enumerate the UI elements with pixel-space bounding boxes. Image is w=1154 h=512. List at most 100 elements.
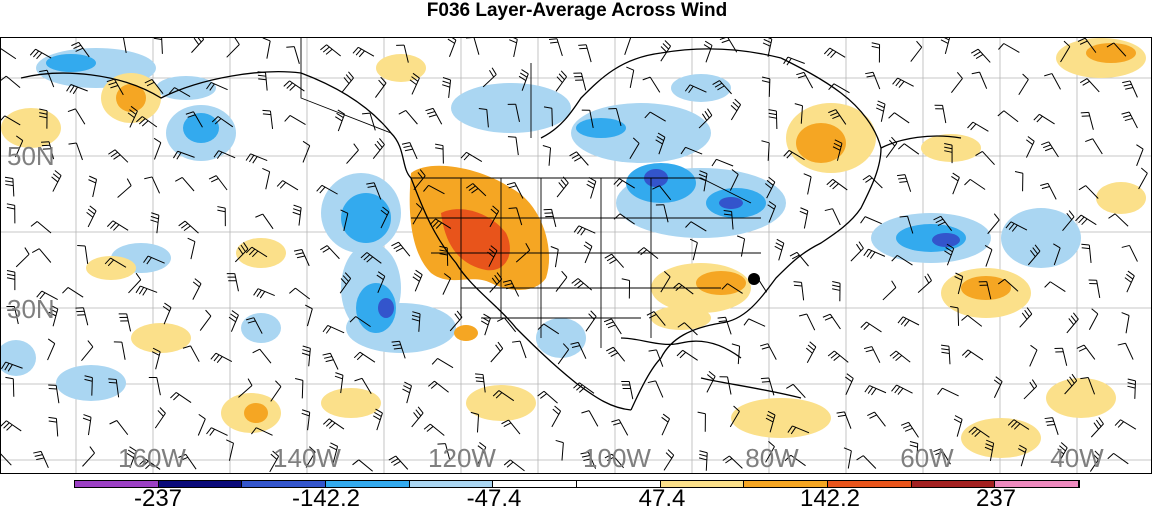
- wind-barb: [1097, 280, 1100, 298]
- wind-barb-flag: [302, 350, 310, 352]
- wind-barb-flag: [522, 70, 529, 74]
- wind-barb-flag: [83, 418, 91, 421]
- wind-barb-flag: [427, 426, 433, 431]
- wind-barb-flag: [810, 342, 816, 347]
- wind-barb-flag: [572, 155, 579, 159]
- wind-barb: [1139, 173, 1148, 189]
- wind-barb-flag: [323, 419, 329, 425]
- wind-barb-flag: [294, 205, 302, 208]
- wind-barb-flag: [356, 49, 361, 55]
- wind-barb-flag: [731, 105, 737, 110]
- colorbar-label: -47.4: [467, 487, 522, 511]
- wind-barb-flag: [699, 454, 707, 456]
- wind-barb-flag: [280, 182, 285, 188]
- wind-barb: [142, 116, 157, 127]
- wind-barb-flag: [838, 415, 846, 416]
- wind-barb-flag: [998, 111, 1004, 116]
- wind-barb: [48, 344, 55, 360]
- wind-barb-flag: [217, 210, 225, 212]
- wind-barb: [866, 322, 881, 332]
- wind-barb: [728, 377, 732, 395]
- wind-barb-flag: [1027, 308, 1032, 314]
- wind-barb-flag: [872, 43, 880, 45]
- wind-barb-flag: [144, 177, 152, 179]
- wind-barb-flag: [151, 213, 159, 215]
- wind-barb-flag: [373, 416, 380, 420]
- station-marker-icon: [748, 273, 760, 285]
- wind-barb-flag: [492, 68, 496, 75]
- wind-barb: [897, 385, 913, 393]
- wind-barb-flag: [865, 178, 872, 182]
- wind-barb: [359, 460, 373, 471]
- wind-barb-flag: [52, 177, 58, 182]
- wind-barb-flag: [831, 52, 836, 58]
- wind-barb-flag: [1122, 313, 1129, 316]
- wind-barb-flag: [84, 415, 92, 418]
- wind-barb-flag: [232, 311, 239, 316]
- wind-barb-flag: [508, 137, 516, 138]
- wind-barb-flag: [5, 377, 13, 378]
- wind-barb-flag: [113, 225, 119, 231]
- wind-barb-flag: [4, 423, 10, 429]
- wind-barb-flag: [609, 350, 616, 354]
- wind-barb: [970, 179, 985, 189]
- wind-barb-flag: [195, 279, 201, 284]
- wind-barb-flag: [705, 111, 709, 118]
- wind-barb-flag: [889, 113, 895, 119]
- wind-barb: [1004, 43, 1020, 52]
- wind-barb: [1050, 282, 1065, 292]
- wind-barb-flag: [1125, 278, 1131, 283]
- wind-barb-flag: [1026, 140, 1032, 145]
- wind-barb-flag: [962, 350, 968, 356]
- wind-barb-flag: [898, 144, 904, 149]
- wind-barb-flag: [1128, 271, 1134, 276]
- wind-barb-flag: [402, 143, 410, 145]
- wind-barb-flag: [170, 392, 176, 398]
- wind-barb-flag: [804, 174, 811, 177]
- wind-barb: [1089, 112, 1094, 129]
- wind-barb-flag: [303, 346, 311, 348]
- wind-barb-flag: [1080, 79, 1087, 83]
- wind-barb-flag: [1043, 145, 1050, 148]
- wind-barb-flag: [455, 314, 460, 320]
- wind-barb-flag: [427, 112, 435, 114]
- wind-barb: [117, 420, 128, 434]
- wind-barb-flag: [108, 150, 115, 154]
- wind-barb-flag: [297, 256, 305, 258]
- wind-barb: [1024, 386, 1037, 399]
- wind-barb-flag: [718, 317, 726, 318]
- wind-barb-flag: [317, 185, 322, 191]
- wind-barb-flag: [588, 181, 595, 185]
- wind-barb-flag: [957, 72, 962, 78]
- wind-barb-flag: [872, 46, 880, 48]
- wind-barb-flag: [151, 216, 159, 218]
- wind-barb-flag: [941, 352, 949, 353]
- wind-barb-flag: [941, 349, 949, 350]
- wind-barb-flag: [962, 315, 968, 320]
- wind-barb-flag: [720, 38, 728, 40]
- wind-barb: [557, 183, 568, 197]
- wind-barb-flag: [375, 144, 380, 150]
- wind-barb-flag: [108, 379, 116, 380]
- wind-barb-flag: [540, 394, 546, 399]
- wind-barb: [973, 122, 988, 131]
- wind-barb-flag: [572, 278, 578, 283]
- wind-barb-flag: [1126, 274, 1132, 279]
- wind-barb: [443, 278, 451, 294]
- wind-barb-flag: [1046, 421, 1054, 422]
- wind-barb-flag: [1023, 74, 1029, 80]
- colorbar-label: -142.2: [292, 487, 360, 511]
- wind-barb: [200, 316, 211, 330]
- wind-barb: [128, 280, 140, 293]
- wind-barb: [544, 391, 558, 403]
- wind-barb-flag: [638, 247, 644, 252]
- wind-barb-flag: [971, 49, 978, 53]
- wind-barb: [53, 176, 61, 192]
- wind-barb-flag: [698, 412, 706, 414]
- wind-barb-flag: [869, 415, 876, 418]
- wind-barb-flag: [7, 204, 15, 206]
- wind-barb-flag: [744, 319, 749, 325]
- wind-barb-flag: [210, 429, 215, 435]
- wind-barb-flag: [896, 355, 902, 360]
- wind-barb: [807, 347, 816, 363]
